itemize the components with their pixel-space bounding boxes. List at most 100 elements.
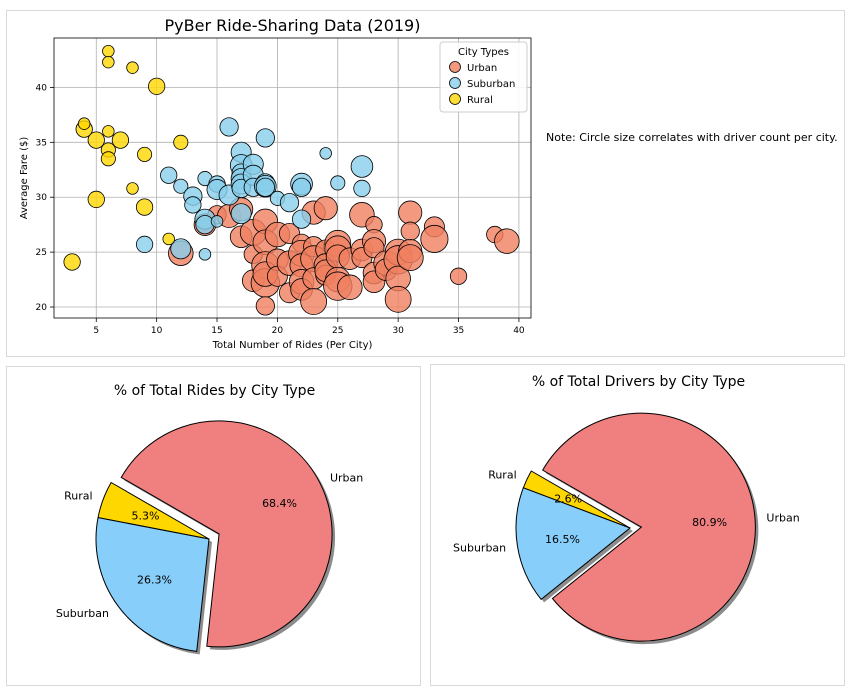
pie-chart-rides: % of Total Rides by City Type 5.3% Rural 26… [56, 383, 363, 655]
data-point-suburban [219, 117, 239, 137]
category-label-urban: Urban [766, 512, 799, 525]
pct-label-rural: 5.3% [132, 509, 160, 522]
data-point-rural [148, 77, 166, 95]
data-point-rural [102, 44, 115, 58]
legend: City Types Urban Suburban Rural [439, 41, 528, 113]
chart-title: PyBer Ride-Sharing Data (2019) [165, 16, 421, 35]
x-tick-label: 40 [513, 326, 525, 336]
data-point-rural [87, 190, 105, 209]
data-point-urban [300, 288, 328, 315]
pct-label-urban: 68.4% [262, 497, 297, 510]
chart-note: Note: Circle size correlates with driver… [546, 131, 838, 144]
legend-box [439, 41, 528, 113]
data-point-rural [173, 134, 189, 150]
pct-label-urban: 80.9% [692, 516, 727, 529]
scatter-points [63, 44, 520, 316]
data-point-rural [126, 61, 139, 74]
pct-label-suburban: 26.3% [137, 573, 172, 586]
data-point-suburban [350, 155, 374, 178]
plot-frame [53, 37, 532, 319]
x-tick-label: 10 [151, 326, 163, 336]
pie-chart-drivers: % of Total Drivers by City Type 2.6% Rural… [453, 374, 800, 645]
x-tick-label: 5 [93, 326, 99, 336]
category-label-suburban: Suburban [453, 542, 506, 555]
pie-wedge-urban [541, 412, 756, 642]
data-point-urban [400, 221, 420, 241]
legend-marker-urban [449, 61, 461, 73]
data-point-suburban [291, 177, 312, 197]
pie-title: % of Total Drivers by City Type [532, 374, 745, 390]
data-point-urban [420, 224, 449, 253]
category-label-rural: Rural [64, 490, 92, 503]
data-point-urban [449, 267, 468, 285]
data-point-suburban [279, 193, 300, 213]
data-point-rural [137, 146, 153, 162]
data-point-urban [396, 244, 424, 272]
data-point-suburban [330, 175, 346, 191]
pie-wedge-suburban [95, 517, 210, 652]
data-point-suburban [173, 178, 189, 194]
data-point-suburban [353, 179, 371, 198]
data-point-rural [87, 131, 105, 149]
pie-chart-drivers-panel: % of Total Drivers by City Type 2.6% Rural… [430, 364, 845, 686]
y-axis-label: Average Fare ($) [19, 137, 30, 220]
data-point-urban [384, 285, 412, 313]
legend-label-suburban: Suburban [467, 79, 515, 90]
legend-label-rural: Rural [467, 95, 493, 106]
pct-label-rural: 2.6% [554, 493, 582, 506]
data-point-suburban [195, 215, 215, 235]
scatter-chart: PyBer Ride-Sharing Data (2019) 5 10 15 20 25 3… [19, 16, 532, 351]
x-tick-label: 35 [453, 326, 464, 336]
x-tick-label: 25 [332, 326, 343, 336]
category-label-suburban: Suburban [56, 607, 109, 620]
pie-wedge-suburban [515, 487, 631, 601]
data-point-rural [162, 232, 175, 246]
data-point-rural [135, 198, 154, 216]
data-point-urban [255, 296, 275, 316]
y-tick-label: 25 [36, 248, 47, 258]
pie-wedges [95, 420, 333, 652]
data-point-rural [100, 151, 116, 167]
legend-marker-rural [449, 93, 461, 105]
y-tick-label: 20 [36, 303, 48, 313]
data-point-rural [102, 55, 115, 69]
data-point-rural [63, 253, 81, 271]
pie-title: % of Total Rides by City Type [114, 383, 315, 399]
data-point-suburban [210, 215, 224, 228]
data-point-rural [111, 131, 130, 149]
data-point-suburban [319, 147, 332, 160]
y-tick-label: 35 [36, 138, 47, 148]
y-tick-label: 40 [36, 83, 48, 93]
data-point-urban [398, 200, 423, 225]
data-point-urban [313, 196, 338, 221]
legend-label-urban: Urban [467, 63, 497, 74]
data-point-suburban [170, 238, 192, 260]
data-point-rural [126, 182, 139, 195]
y-tick-label: 30 [36, 193, 48, 203]
data-point-rural [77, 117, 91, 130]
x-tick-label: 30 [392, 326, 404, 336]
x-tick-label: 20 [272, 326, 284, 336]
data-point-suburban [160, 166, 178, 184]
data-point-suburban [198, 248, 212, 261]
data-point-suburban [255, 177, 275, 197]
data-point-suburban [255, 128, 275, 148]
category-label-urban: Urban [330, 472, 363, 485]
x-tick-label: 15 [211, 326, 222, 336]
pie-wedges [515, 412, 756, 642]
x-axis-label: Total Number of Rides (Per City) [212, 340, 373, 351]
data-point-suburban [230, 203, 252, 225]
category-label-rural: Rural [488, 468, 516, 481]
pie-wedge-urban [120, 420, 333, 648]
legend-title: City Types [458, 47, 509, 58]
data-point-suburban [135, 235, 154, 254]
legend-marker-suburban [449, 77, 461, 89]
data-point-suburban [291, 209, 312, 229]
pie-chart-rides-panel: % of Total Rides by City Type 5.3% Rural 26… [6, 366, 421, 686]
data-point-suburban [184, 196, 202, 214]
data-point-urban [337, 274, 363, 300]
data-point-rural [102, 125, 115, 138]
pct-label-suburban: 16.5% [545, 533, 580, 546]
data-point-urban [494, 228, 520, 254]
scatter-chart-panel: PyBer Ride-Sharing Data (2019) 5 10 15 20 25 3… [6, 10, 845, 357]
